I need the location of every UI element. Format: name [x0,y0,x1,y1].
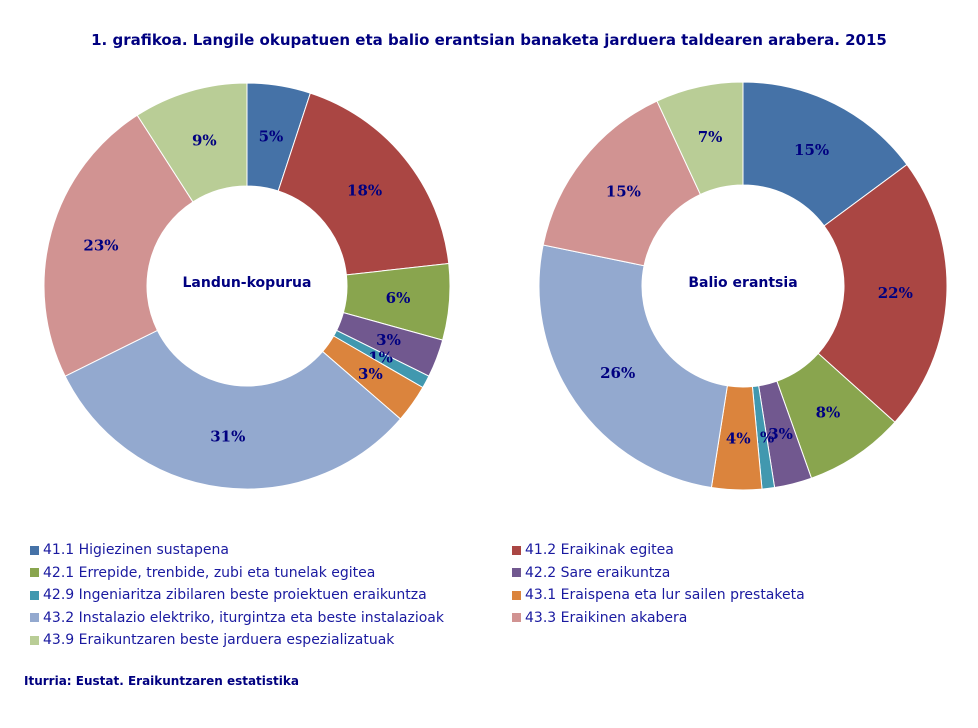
legend-item: 42.9 Ingeniaritza zibilaren beste proiek… [30,587,427,603]
legend-swatch [30,613,39,622]
legend-swatch [512,590,521,600]
legend-item: 42.2 Sare eraikuntza [512,565,670,581]
data-label: 18% [347,181,382,199]
legend-item: 41.2 Eraikinak egitea [512,542,674,558]
data-label: 22% [878,284,913,302]
center-label: Landun-kopurua [183,275,312,291]
data-label: 26% [600,364,635,382]
legend-label: 42.1 Errepide, trenbide, zubi eta tunela… [43,564,376,581]
data-label: 23% [83,237,118,255]
legend-label: 43.9 Eraikuntzaren beste jarduera espezi… [43,632,395,648]
data-label: 5% [259,127,284,145]
legend-swatch [30,568,39,577]
donut-slice [538,244,728,489]
data-label: 6% [386,289,411,307]
donut-slice [277,92,450,276]
data-label: 15% [794,141,829,159]
data-label: 3% [358,365,383,383]
source-note: Iturria: Eustat. Eraikuntzaren estatisti… [24,674,299,688]
legend-item: 43.1 Eraispena eta lur sailen prestaketa [512,587,805,603]
donut-slice [136,82,248,203]
donut-slice [817,163,948,423]
data-label: 3% [768,425,793,443]
legend-swatch [512,568,521,577]
donut-slice [64,329,402,490]
chart-title: 1. grafikoa. Langile okupatuen eta balio… [91,31,887,49]
legend-item: 43.2 Instalazio elektriko, iturgintza et… [30,610,444,626]
data-label: 7% [698,128,723,146]
legend-item: 41.1 Higiezinen sustapena [30,542,229,558]
data-label: 8% [816,404,841,422]
legend-swatch [30,545,39,555]
legend-label: 41.1 Higiezinen sustapena [43,542,229,558]
data-label: 3% [376,331,401,349]
data-label: 31% [210,427,245,445]
donut-slice [43,114,194,377]
legend-swatch [30,590,39,600]
legend-swatch [30,635,39,645]
legend-swatch [512,613,521,622]
data-label: 15% [606,182,641,200]
legend-item: 43.9 Eraikuntzaren beste jarduera espezi… [30,632,394,648]
legend-label: 43.1 Eraispena eta lur sailen prestaketa [525,587,805,603]
legend-label: 42.9 Ingeniaritza zibilaren beste proiek… [43,587,427,603]
legend-label: 43.3 Eraikinen akabera [525,609,688,626]
data-label: 9% [192,132,217,150]
legend-label: 43.2 Instalazio elektriko, iturgintza et… [43,609,444,626]
legend-label: 41.2 Eraikinak egitea [525,542,674,558]
legend-item: 43.3 Eraikinen akabera [512,610,687,626]
donut-slice [656,81,744,196]
data-label: 4% [726,429,751,447]
center-label: Balio erantsia [688,275,797,291]
legend-item: 42.1 Errepide, trenbide, zubi eta tunela… [30,565,375,581]
legend-label: 42.2 Sare eraikuntza [525,564,671,581]
legend-swatch [512,545,521,555]
